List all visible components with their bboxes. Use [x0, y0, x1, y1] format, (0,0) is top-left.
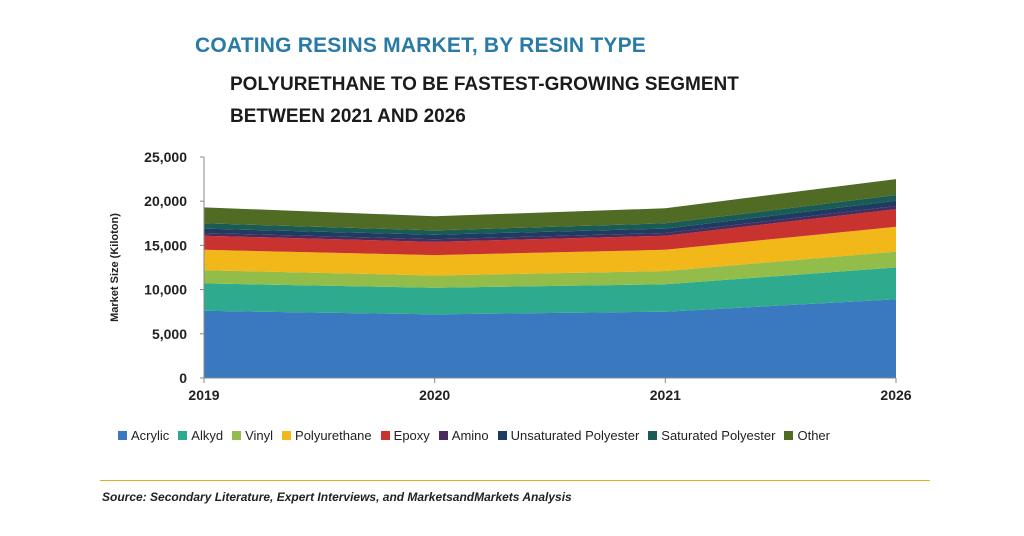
- legend-label: Epoxy: [393, 428, 430, 443]
- legend-item-amino: Amino: [438, 428, 489, 443]
- chart-subtitle-line-1: POLYURETHANE TO BE FASTEST-GROWING SEGME…: [230, 74, 739, 95]
- legend-label: Amino: [451, 428, 489, 443]
- area-amino: [204, 206, 896, 242]
- legend-item-alkyd: Alkyd: [178, 428, 223, 443]
- legend-swatch: [282, 431, 292, 440]
- legend-swatch: [784, 431, 794, 440]
- x-tick-label: 2021: [650, 387, 681, 403]
- y-tick-label: 10,000: [144, 282, 187, 298]
- area-epoxy: [204, 209, 896, 256]
- legend-item-polyurethane: Polyurethane: [282, 428, 372, 443]
- legend-label: Acrylic: [131, 428, 170, 443]
- x-axis-ticks: 2019 2020 2021 2026: [188, 378, 912, 403]
- source-divider: [100, 480, 930, 481]
- y-axis-ticks: 0 5,000 10,000 15,000 20,000 25,000: [144, 149, 204, 386]
- legend-label: Polyurethane: [295, 428, 372, 443]
- y-tick-label: 15,000: [144, 237, 187, 253]
- legend-swatch: [178, 431, 188, 440]
- legend-swatch: [118, 431, 127, 440]
- x-tick-label: 2020: [419, 387, 450, 403]
- y-tick-label: 5,000: [152, 326, 187, 342]
- legend-swatch: [232, 431, 242, 440]
- legend-item-acrylic: Acrylic: [118, 428, 169, 443]
- source-note: Source: Secondary Literature, Expert Int…: [102, 490, 572, 504]
- chart-legend: Acrylic Alkyd Vinyl Polyurethane Epoxy Amino U…: [118, 428, 839, 443]
- y-axis-label: Market Size (Kiloton): [109, 213, 121, 322]
- area-acrylic: [204, 299, 896, 378]
- legend-label: Saturated Polyester: [661, 428, 776, 443]
- legend-label: Other: [797, 428, 830, 443]
- x-tick-label: 2026: [880, 387, 911, 403]
- legend-label: Unsaturated Polyester: [510, 428, 640, 443]
- chart-title: COATING RESINS MARKET, BY RESIN TYPE: [195, 34, 646, 57]
- legend-swatch: [380, 431, 390, 440]
- legend-item-saturated-polyester: Saturated Polyester: [648, 428, 775, 443]
- area-other: [204, 179, 896, 231]
- y-tick-label: 25,000: [144, 149, 187, 165]
- legend-swatch: [497, 431, 507, 440]
- legend-label: Vinyl: [245, 428, 274, 443]
- legend-swatch: [438, 431, 448, 440]
- area-vinyl: [204, 251, 896, 288]
- x-tick-label: 2019: [188, 387, 219, 403]
- area-unsaturated-polyester: [204, 200, 896, 240]
- legend-item-epoxy: Epoxy: [380, 428, 430, 443]
- y-tick-label: 0: [179, 370, 187, 386]
- area-saturated-polyester: [204, 195, 896, 235]
- y-tick-label: 20,000: [144, 193, 187, 209]
- legend-item-other: Other: [784, 428, 830, 443]
- legend-label: Alkyd: [191, 428, 224, 443]
- legend-item-unsaturated-polyester: Unsaturated Polyester: [497, 428, 640, 443]
- legend-item-vinyl: Vinyl: [232, 428, 273, 443]
- area-series-group: [204, 179, 896, 378]
- chart-subtitle-line-2: BETWEEN 2021 AND 2026: [230, 106, 466, 127]
- area-polyurethane: [204, 226, 896, 276]
- legend-swatch: [648, 431, 658, 440]
- area-alkyd: [204, 267, 896, 315]
